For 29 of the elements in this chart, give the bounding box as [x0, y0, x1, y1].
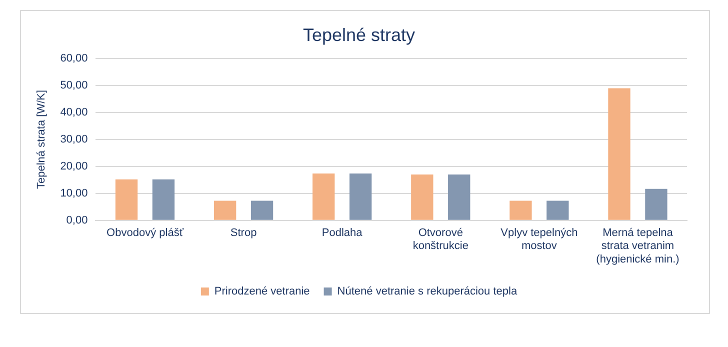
- bar: [546, 200, 569, 220]
- bar: [312, 173, 335, 220]
- y-tick-label: 50,00: [60, 80, 88, 92]
- bar: [152, 179, 175, 220]
- x-tick-label: Otvorové konštrukcie: [412, 227, 468, 252]
- x-tick-label: Vplyv tepelných mostov: [500, 227, 578, 252]
- y-tick-label: 40,00: [60, 106, 88, 119]
- bar: [349, 173, 372, 220]
- legend-label: Prirodzené vetranie: [214, 286, 310, 298]
- bar: [411, 174, 434, 220]
- bar: [115, 179, 138, 220]
- bar: [510, 200, 532, 220]
- bar: [214, 200, 236, 220]
- y-axis-title: Tepelná strata [W/K]: [36, 90, 48, 190]
- chart-title: Tepelné straty: [302, 24, 416, 45]
- y-tick-label: 10,00: [60, 187, 88, 200]
- bar: [608, 88, 630, 220]
- x-tick-label: Obvodový plášť: [106, 227, 184, 240]
- y-tick-label: 30,00: [60, 134, 88, 146]
- y-tick-label: 20,00: [60, 160, 88, 172]
- bar: [645, 188, 668, 220]
- x-tick-label: Podlaha: [322, 227, 364, 240]
- legend-label: Nútené vetranie s rekuperáciou tepla: [337, 286, 518, 298]
- x-tick-label: Strop: [230, 227, 257, 240]
- y-tick-label: 0,00: [66, 214, 88, 226]
- x-tick-label: Merná tepelna strata vetranim (hygienické min.): [596, 227, 680, 266]
- bar: [250, 200, 274, 220]
- y-tick-label: 60,00: [60, 52, 88, 65]
- bar: [448, 174, 470, 220]
